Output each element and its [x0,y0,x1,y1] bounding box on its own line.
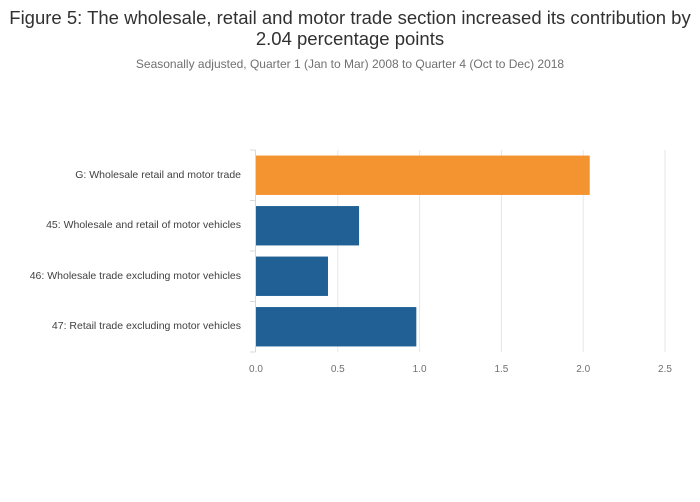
bar-1 [256,206,360,246]
x-tick-label-0: 0.0 [249,364,263,375]
category-label-2: 46: Wholesale trade excluding motor vehi… [29,269,241,282]
chart-subtitle: Seasonally adjusted, Quarter 1 (Jan to M… [135,57,565,71]
bar-0 [256,155,590,195]
x-tick-label-5: 2.5 [658,364,672,375]
category-label-0: G: Wholesale retail and motor trade [75,168,241,181]
category-label-3: 47: Retail trade excluding motor vehicle… [51,320,241,333]
bar-3 [256,307,417,347]
chart-title: Figure 5: The wholesale, retail and moto… [9,7,691,49]
x-tick-label-2: 1.0 [413,364,427,375]
category-label-1: 45: Wholesale and retail of motor vehicl… [46,219,241,232]
bar-2 [256,256,328,296]
x-tick-label-3: 1.5 [494,364,508,375]
x-tick-label-1: 0.5 [331,364,345,375]
x-tick-label-4: 2.0 [576,364,590,375]
